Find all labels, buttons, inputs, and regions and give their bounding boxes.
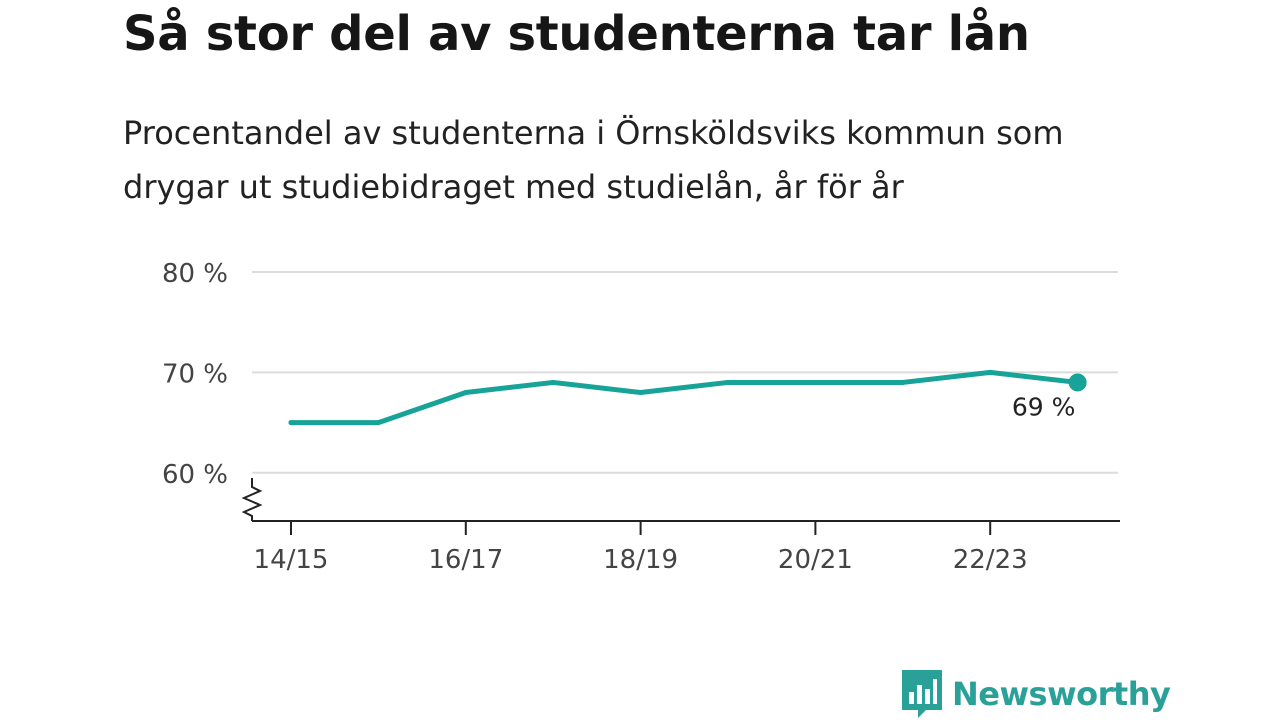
data-point xyxy=(987,369,993,375)
series-line xyxy=(288,369,1081,426)
x-tick-label: 22/23 xyxy=(953,545,1028,575)
chart-title: Så stor del av studenterna tar lån xyxy=(123,6,1030,62)
end-point-marker xyxy=(1068,373,1087,392)
x-tick-label: 14/15 xyxy=(254,545,329,575)
series-layer: 69 % xyxy=(288,369,1087,426)
brand-logo: Newsworthy xyxy=(902,670,1171,718)
line-chart: 60 % 70 % 80 % 14/15 16/17 18/19 20/21 22/23 6… xyxy=(162,259,1120,575)
y-tick-label: 70 % xyxy=(162,359,228,389)
data-point xyxy=(375,420,381,426)
end-value-label: 69 % xyxy=(1012,392,1076,421)
data-point xyxy=(288,420,294,426)
data-point xyxy=(812,379,818,385)
data-point xyxy=(463,389,469,395)
axis-break-icon xyxy=(241,478,263,521)
y-tick-label: 60 % xyxy=(162,460,228,490)
y-axis-labels: 60 % 70 % 80 % xyxy=(162,259,228,490)
x-tick-label: 16/17 xyxy=(428,545,503,575)
bar-chart-speech-bubble-icon xyxy=(902,670,942,718)
data-point xyxy=(638,389,644,395)
data-point xyxy=(725,379,731,385)
x-tick-label: 20/21 xyxy=(778,545,853,575)
y-tick-label: 80 % xyxy=(162,259,228,289)
chart-subtitle: Procentandel av studenterna i Örnsköldsv… xyxy=(123,114,1064,206)
x-axis xyxy=(241,478,1120,535)
x-axis-labels: 14/15 16/17 18/19 20/21 22/23 xyxy=(254,545,1028,575)
data-point xyxy=(900,379,906,385)
data-point xyxy=(550,379,556,385)
brand-name: Newsworthy xyxy=(952,675,1171,713)
x-tick-label: 18/19 xyxy=(603,545,678,575)
